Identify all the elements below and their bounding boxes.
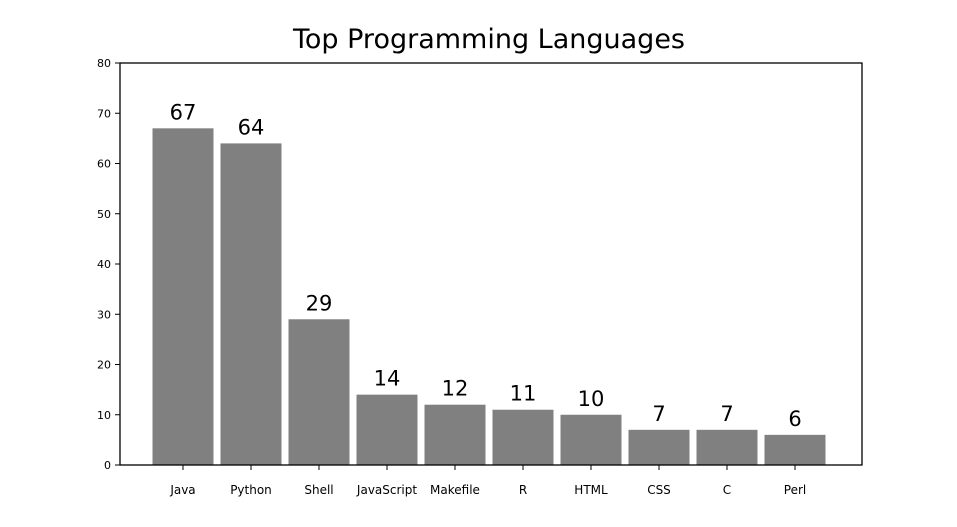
bar-css bbox=[628, 429, 690, 465]
bar-python bbox=[220, 143, 282, 465]
x-tick-label: Makefile bbox=[430, 483, 480, 497]
x-tick-label: JavaScript bbox=[356, 483, 417, 497]
x-tick-label: C bbox=[723, 483, 731, 497]
bar-value-label: 12 bbox=[442, 377, 469, 401]
bar-java bbox=[152, 128, 214, 465]
x-tick-label: CSS bbox=[647, 483, 671, 497]
plot-frame bbox=[119, 62, 863, 466]
chart-title: Top Programming Languages bbox=[292, 24, 685, 55]
x-tick-label: Python bbox=[230, 483, 272, 497]
y-axis: 0 10 20 30 40 50 60 70 80 bbox=[97, 57, 120, 472]
bar-html bbox=[560, 414, 622, 465]
y-tick-label: 10 bbox=[97, 409, 111, 422]
bar-value-label: 7 bbox=[652, 402, 665, 426]
y-tick-label: 0 bbox=[104, 459, 111, 472]
bar-value-label: 29 bbox=[306, 291, 333, 315]
bar-value-label: 10 bbox=[578, 387, 605, 411]
bar-shell bbox=[288, 319, 350, 465]
x-tick-label: HTML bbox=[574, 483, 608, 497]
bar-labels-group: 67 64 29 14 12 11 10 7 7 6 bbox=[170, 100, 802, 431]
y-tick-label: 20 bbox=[97, 359, 111, 372]
bar-c bbox=[696, 429, 758, 465]
bar-value-label: 14 bbox=[374, 367, 401, 391]
y-tick-label: 70 bbox=[97, 107, 111, 120]
x-tick-label: Java bbox=[169, 483, 195, 497]
y-tick-label: 40 bbox=[97, 258, 111, 271]
bar-makefile bbox=[424, 404, 486, 465]
x-tick-label: R bbox=[519, 483, 527, 497]
bar-perl bbox=[764, 434, 826, 465]
x-tick-label: Shell bbox=[304, 483, 333, 497]
y-tick-label: 80 bbox=[97, 57, 111, 70]
bar-javascript bbox=[356, 394, 418, 465]
y-tick-label: 50 bbox=[97, 208, 111, 221]
bar-value-label: 11 bbox=[510, 382, 537, 406]
x-axis: Java Python Shell JavaScript Makefile R HTML CS… bbox=[169, 465, 806, 497]
y-tick-label: 30 bbox=[97, 308, 111, 321]
bar-value-label: 64 bbox=[238, 115, 265, 139]
bar-value-label: 7 bbox=[720, 402, 733, 426]
bars-group bbox=[152, 128, 826, 465]
bar-value-label: 67 bbox=[170, 100, 197, 124]
x-tick-label: Perl bbox=[784, 483, 806, 497]
bar-value-label: 6 bbox=[788, 407, 801, 431]
y-tick-label: 60 bbox=[97, 158, 111, 171]
bar-r bbox=[492, 409, 554, 465]
